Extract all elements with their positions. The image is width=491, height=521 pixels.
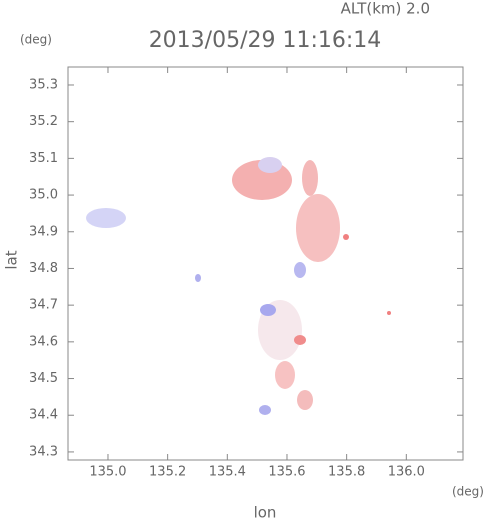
echo-blob (343, 234, 349, 240)
echo-blob (259, 405, 271, 415)
echo-blob (294, 262, 306, 278)
y-axis-label: lat (3, 250, 21, 269)
echo-blob (387, 311, 391, 315)
y-tick-label: 35.0 (29, 188, 58, 203)
y-tick-label: 34.6 (29, 334, 58, 349)
y-tick-label: 34.3 (29, 444, 58, 459)
x-tick-label: 136.0 (388, 465, 425, 480)
chart-subtitle: ALT(km) 2.0 (341, 0, 430, 18)
echo-blob (294, 335, 306, 345)
x-tick-label: 135.2 (149, 465, 186, 480)
chart-title: 2013/05/29 11:16:14 (149, 28, 382, 53)
x-tick-label: 135.8 (328, 465, 365, 480)
echo-blob (195, 274, 201, 282)
plot-frame (67, 66, 464, 461)
y-tick-label: 34.7 (29, 298, 58, 313)
y-tick-label: 35.1 (29, 151, 58, 166)
echo-blob (86, 208, 126, 228)
echo-blob (302, 160, 318, 196)
echo-blob (260, 304, 276, 316)
y-tick-label: 34.9 (29, 224, 58, 239)
echo-field (86, 157, 391, 415)
y-tick-label: 35.2 (29, 114, 58, 129)
echo-blob (297, 390, 313, 410)
y-tick-label: 35.3 (29, 77, 58, 92)
echo-blob (258, 157, 282, 173)
x-tick-label: 135.0 (89, 465, 126, 480)
y-tick-label: 34.5 (29, 371, 58, 386)
y-tick-label: 34.8 (29, 261, 58, 276)
x-unit: (deg) (452, 485, 484, 499)
x-tick-label: 135.4 (209, 465, 246, 480)
echo-blob (296, 194, 340, 262)
y-unit: (deg) (20, 33, 52, 47)
x-tick-label: 135.6 (268, 465, 305, 480)
x-axis-label: lon (254, 504, 277, 521)
echo-blob (275, 361, 295, 389)
y-tick-label: 34.4 (29, 408, 58, 423)
